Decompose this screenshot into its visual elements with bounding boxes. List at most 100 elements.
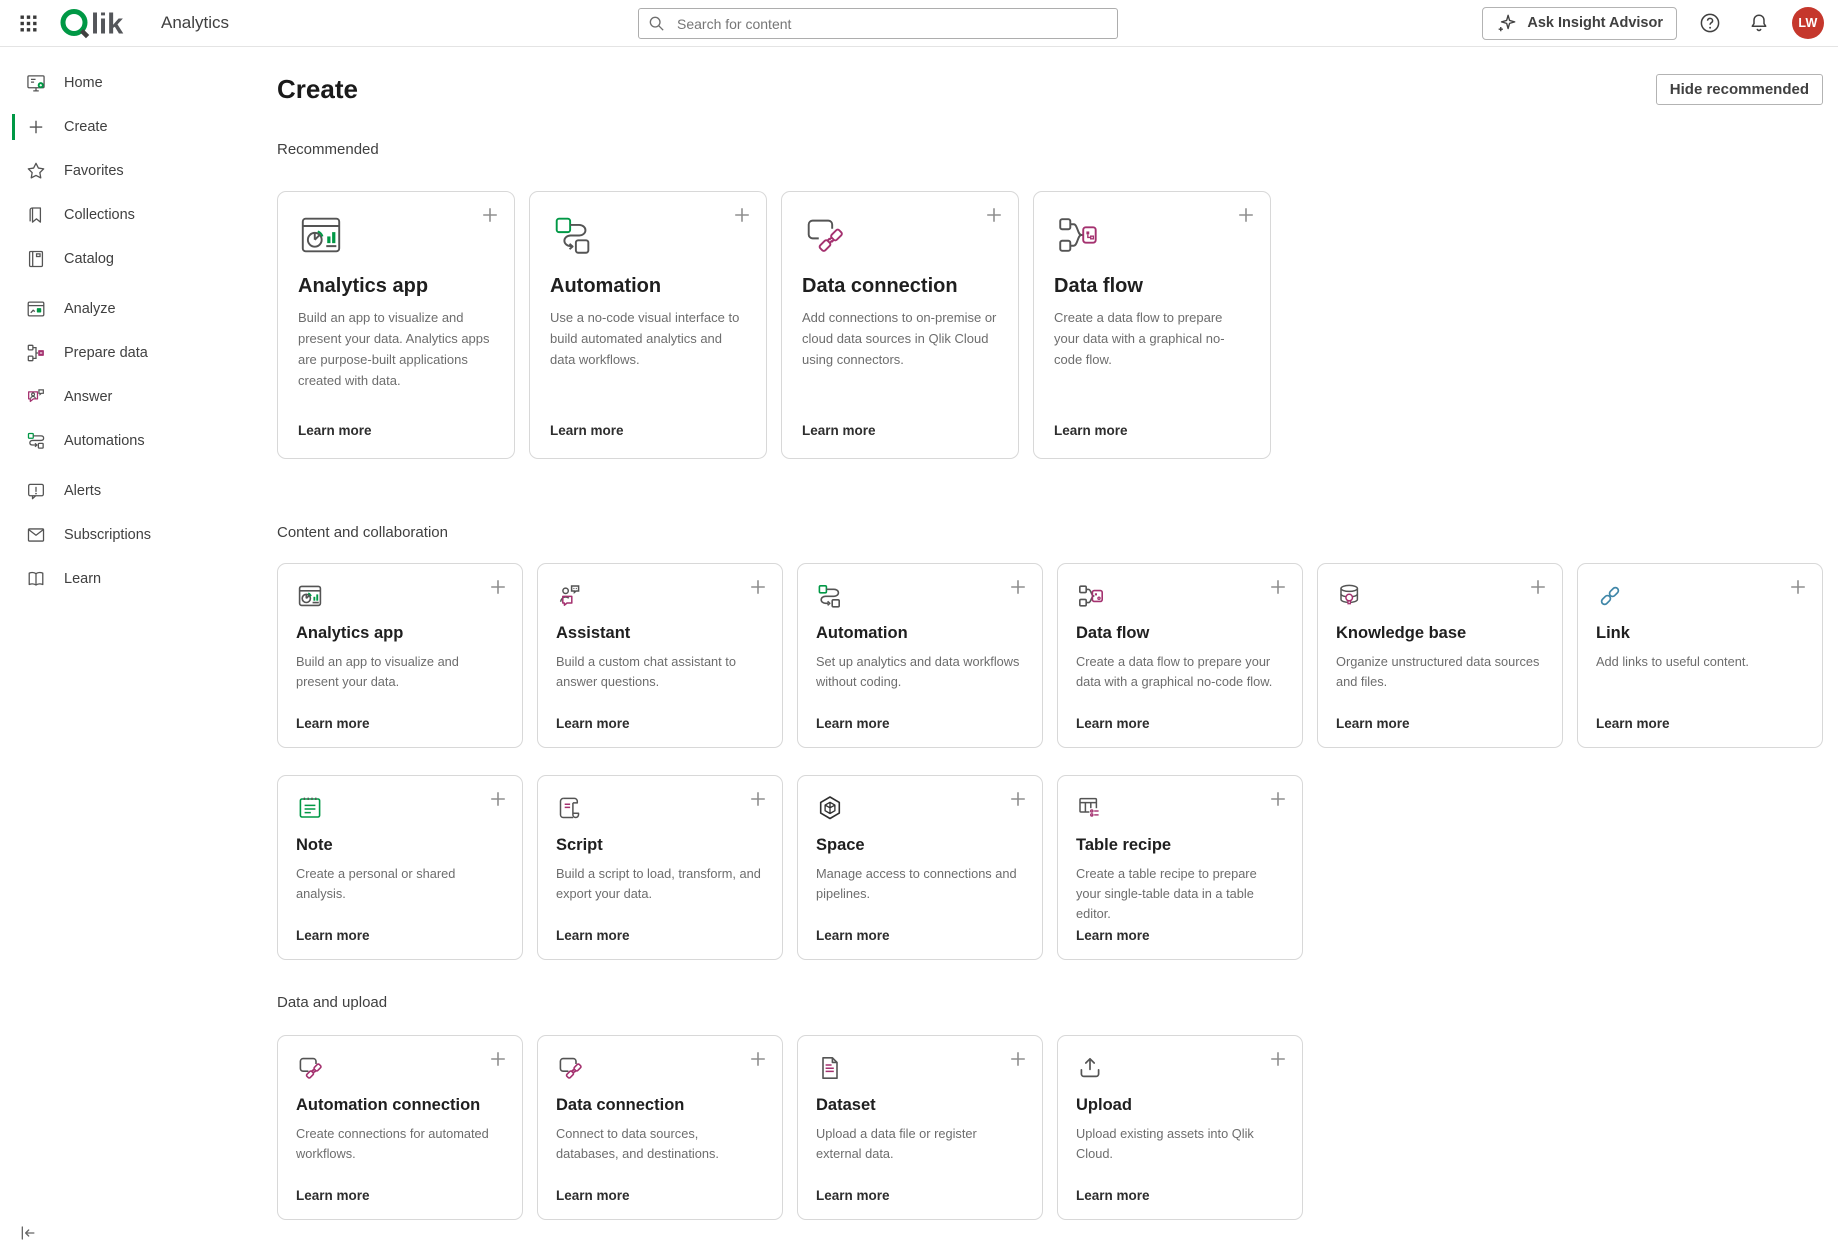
create-card-data-flow[interactable]: Data flow Create a data flow to prepare … <box>1057 563 1303 748</box>
learn-more-link[interactable]: Learn more <box>816 928 890 943</box>
add-plus-icon[interactable] <box>1528 576 1550 598</box>
add-plus-icon[interactable] <box>1268 576 1290 598</box>
learn-more-link[interactable]: Learn more <box>802 423 876 438</box>
learn-more-link[interactable]: Learn more <box>550 423 624 438</box>
learn-more-link[interactable]: Learn more <box>298 423 372 438</box>
add-plus-icon[interactable] <box>748 576 770 598</box>
add-plus-icon[interactable] <box>488 576 510 598</box>
learn-more-link[interactable]: Learn more <box>816 1188 890 1203</box>
add-plus-icon[interactable] <box>1008 788 1030 810</box>
ask-insight-advisor-button[interactable]: Ask Insight Advisor <box>1482 6 1677 40</box>
sidebar-item-create[interactable]: Create <box>0 105 277 149</box>
learn-more-link[interactable]: Learn more <box>296 1188 370 1203</box>
sidebar-item-answer[interactable]: Answer <box>0 375 277 419</box>
create-card-assistant[interactable]: Assistant Build a custom chat assistant … <box>537 563 783 748</box>
add-plus-icon[interactable] <box>1008 1048 1030 1070</box>
create-card-script[interactable]: Script Build a script to load, transform… <box>537 775 783 960</box>
sidebar-item-prepare-data[interactable]: Prepare data <box>0 331 277 375</box>
search-icon <box>647 14 667 34</box>
upload-icon <box>1076 1054 1104 1082</box>
create-card-automation[interactable]: Automation Set up analytics and data wor… <box>797 563 1043 748</box>
card-description: Build a script to load, transform, and e… <box>556 866 761 901</box>
learn-more-link[interactable]: Learn more <box>1076 928 1150 943</box>
learn-more-link[interactable]: Learn more <box>1076 1188 1150 1203</box>
learn-more-link[interactable]: Learn more <box>556 1188 630 1203</box>
add-plus-icon[interactable] <box>984 204 1006 226</box>
sidebar-item-label: Answer <box>64 389 113 405</box>
sidebar-item-label: Learn <box>64 571 102 587</box>
card-description: Add links to useful content. <box>1596 654 1749 669</box>
global-search[interactable] <box>638 8 1118 39</box>
subscriptions-icon <box>25 524 47 546</box>
add-plus-icon[interactable] <box>488 1048 510 1070</box>
add-plus-icon[interactable] <box>1268 1048 1290 1070</box>
create-card-space[interactable]: Space Manage access to connections and p… <box>797 775 1043 960</box>
add-plus-icon[interactable] <box>480 204 502 226</box>
create-card-upload[interactable]: Upload Upload existing assets into Qlik … <box>1057 1035 1303 1220</box>
learn-more-link[interactable]: Learn more <box>816 716 890 731</box>
learn-more-link[interactable]: Learn more <box>1054 423 1128 438</box>
create-card-automation[interactable]: Automation Use a no-code visual interfac… <box>529 191 767 459</box>
add-plus-icon[interactable] <box>1236 204 1258 226</box>
sidebar: Home Create Favorites Collections Catalo… <box>0 47 277 1255</box>
app-launcher-grid-icon[interactable] <box>14 9 43 38</box>
sidebar-item-home[interactable]: Home <box>0 61 277 105</box>
star-icon <box>25 160 47 182</box>
learn-more-link[interactable]: Learn more <box>296 928 370 943</box>
sidebar-item-learn[interactable]: Learn <box>0 557 277 601</box>
add-plus-icon[interactable] <box>488 788 510 810</box>
card-title: Automation <box>550 275 662 297</box>
add-plus-icon[interactable] <box>732 204 754 226</box>
create-card-analytics-app[interactable]: Analytics app Build an app to visualize … <box>277 563 523 748</box>
create-card-note[interactable]: Note Create a personal or shared analysi… <box>277 775 523 960</box>
notifications-bell-icon[interactable] <box>1743 7 1775 39</box>
user-avatar[interactable]: LW <box>1792 7 1824 39</box>
learn-more-link[interactable]: Learn more <box>1596 716 1670 731</box>
add-plus-icon[interactable] <box>1788 576 1810 598</box>
note-icon <box>296 794 324 822</box>
learn-more-link[interactable]: Learn more <box>1076 716 1150 731</box>
learn-more-link[interactable]: Learn more <box>556 928 630 943</box>
create-card-data-connection[interactable]: Data connection Connect to data sources,… <box>537 1035 783 1220</box>
qlik-logo: lik <box>59 5 145 41</box>
main-content: Create Hide recommended Recommended Anal… <box>277 74 1838 1220</box>
learn-more-link[interactable]: Learn more <box>556 716 630 731</box>
sidebar-item-analyze[interactable]: Analyze <box>0 287 277 331</box>
sidebar-item-catalog[interactable]: Catalog <box>0 237 277 281</box>
card-title: Data connection <box>802 275 958 297</box>
sidebar-item-alerts[interactable]: Alerts <box>0 469 277 513</box>
help-icon[interactable] <box>1694 7 1726 39</box>
create-card-analytics-app[interactable]: Analytics app Build an app to visualize … <box>277 191 515 459</box>
search-input[interactable] <box>675 14 1109 33</box>
create-card-dataset[interactable]: Dataset Upload a data file or register e… <box>797 1035 1043 1220</box>
learn-more-link[interactable]: Learn more <box>296 716 370 731</box>
sidebar-item-subscriptions[interactable]: Subscriptions <box>0 513 277 557</box>
add-plus-icon[interactable] <box>1008 576 1030 598</box>
card-title: Dataset <box>816 1096 876 1114</box>
sidebar-item-label: Alerts <box>64 483 102 499</box>
learn-more-link[interactable]: Learn more <box>1336 716 1410 731</box>
card-description: Create a table recipe to prepare your si… <box>1076 866 1257 921</box>
sidebar-item-favorites[interactable]: Favorites <box>0 149 277 193</box>
add-plus-icon[interactable] <box>748 1048 770 1070</box>
sidebar-item-label: Home <box>64 75 103 91</box>
create-card-link[interactable]: Link Add links to useful content. Learn … <box>1577 563 1823 748</box>
sidebar-item-collections[interactable]: Collections <box>0 193 277 237</box>
create-card-knowledge-base[interactable]: Knowledge base Organize unstructured dat… <box>1317 563 1563 748</box>
knowledge-base-icon <box>1336 582 1364 610</box>
learn-icon <box>25 568 47 590</box>
card-description: Organize unstructured data sources and f… <box>1336 654 1540 689</box>
create-card-table-recipe[interactable]: Table recipe Create a table recipe to pr… <box>1057 775 1303 960</box>
create-card-automation-connection[interactable]: Automation connection Create connections… <box>277 1035 523 1220</box>
section-label: Data and upload <box>277 994 388 1011</box>
create-card-data-flow[interactable]: Data flow Create a data flow to prepare … <box>1033 191 1271 459</box>
link-icon <box>1596 582 1624 610</box>
add-plus-icon[interactable] <box>748 788 770 810</box>
automation-icon <box>816 582 844 610</box>
card-title: Data connection <box>556 1096 685 1114</box>
sidebar-item-automations[interactable]: Automations <box>0 419 277 463</box>
add-plus-icon[interactable] <box>1268 788 1290 810</box>
create-card-data-connection[interactable]: Data connection Add connections to on-pr… <box>781 191 1019 459</box>
hide-recommended-button[interactable]: Hide recommended <box>1655 74 1823 105</box>
collapse-sidebar-icon[interactable] <box>14 1219 42 1247</box>
